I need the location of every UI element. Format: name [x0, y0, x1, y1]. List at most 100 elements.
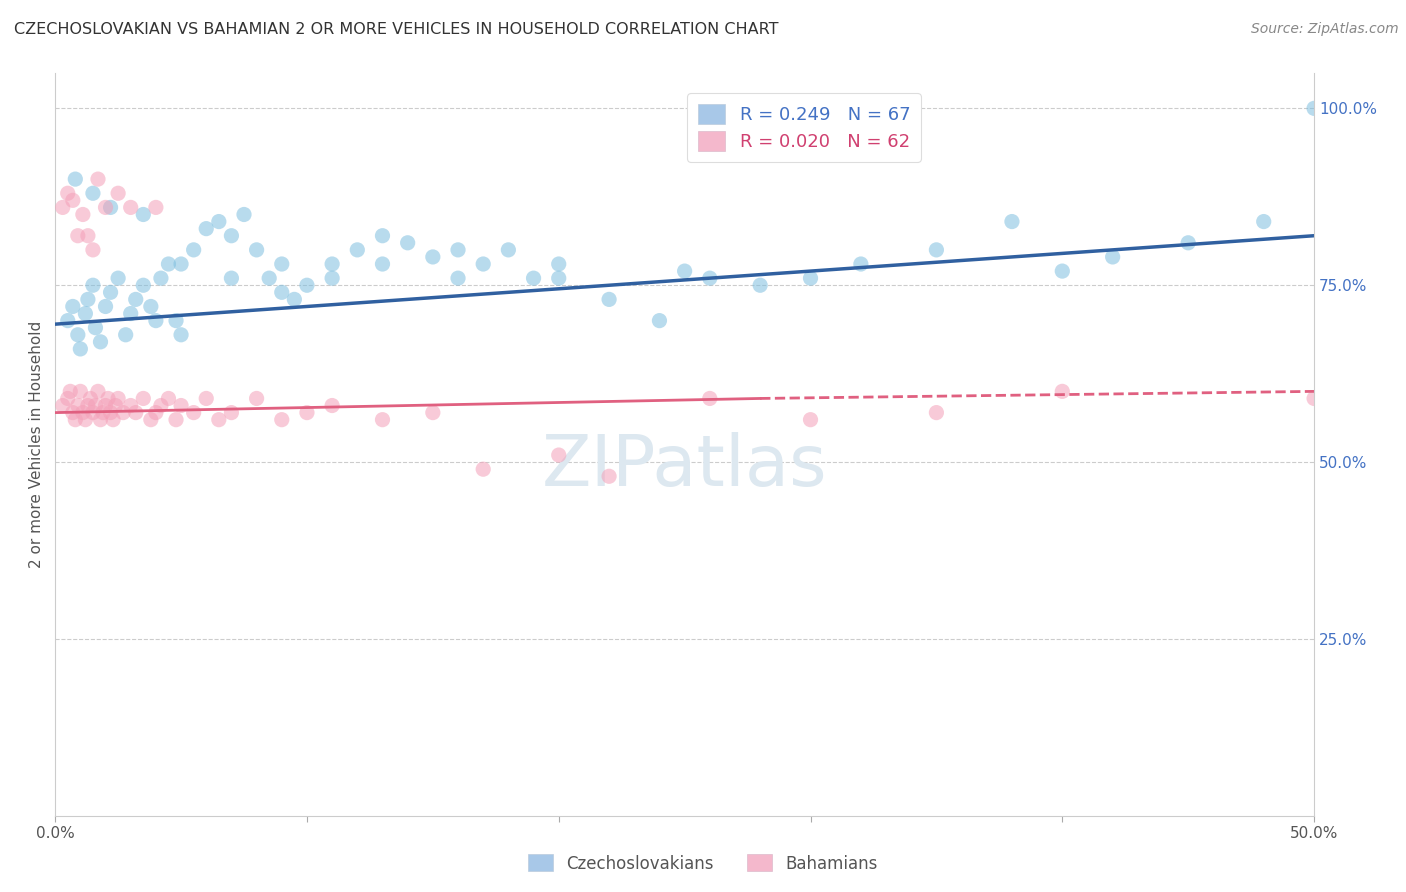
Point	[157, 257, 180, 271]
Point	[120, 201, 142, 215]
Point	[422, 406, 444, 420]
Point	[673, 264, 696, 278]
Point	[65, 172, 87, 186]
Point	[52, 399, 75, 413]
Point	[270, 257, 292, 271]
Point	[1253, 214, 1275, 228]
Point	[321, 271, 343, 285]
Point	[72, 207, 94, 221]
Point	[145, 313, 167, 327]
Point	[246, 392, 269, 406]
Point	[221, 228, 243, 243]
Point	[89, 334, 111, 349]
Point	[648, 313, 671, 327]
Point	[94, 300, 117, 314]
Point	[59, 384, 82, 399]
Point	[149, 399, 172, 413]
Point	[107, 186, 129, 201]
Point	[157, 392, 180, 406]
Point	[77, 399, 100, 413]
Point	[125, 293, 148, 307]
Point	[371, 257, 394, 271]
Point	[77, 293, 100, 307]
Point	[270, 412, 292, 426]
Point	[1177, 235, 1199, 250]
Text: Source: ZipAtlas.com: Source: ZipAtlas.com	[1251, 22, 1399, 37]
Point	[447, 243, 470, 257]
Point	[1052, 264, 1074, 278]
Point	[233, 207, 256, 221]
Point	[87, 384, 110, 399]
Point	[598, 293, 620, 307]
Point	[132, 278, 155, 293]
Point	[183, 243, 205, 257]
Point	[447, 271, 470, 285]
Point	[799, 271, 821, 285]
Point	[270, 285, 292, 300]
Point	[139, 412, 162, 426]
Point	[195, 221, 218, 235]
Point	[598, 469, 620, 483]
Point	[547, 448, 569, 462]
Point	[371, 228, 394, 243]
Point	[91, 406, 114, 420]
Point	[246, 243, 269, 257]
Legend: R = 0.249   N = 67, R = 0.020   N = 62: R = 0.249 N = 67, R = 0.020 N = 62	[688, 93, 921, 161]
Point	[72, 406, 94, 420]
Point	[101, 412, 124, 426]
Point	[62, 194, 84, 208]
Point	[195, 392, 218, 406]
Point	[371, 412, 394, 426]
Text: ZIPatlas: ZIPatlas	[541, 433, 828, 501]
Point	[699, 392, 721, 406]
Point	[52, 201, 75, 215]
Point	[547, 271, 569, 285]
Point	[65, 412, 87, 426]
Point	[97, 392, 120, 406]
Text: CZECHOSLOVAKIAN VS BAHAMIAN 2 OR MORE VEHICLES IN HOUSEHOLD CORRELATION CHART: CZECHOSLOVAKIAN VS BAHAMIAN 2 OR MORE VE…	[14, 22, 779, 37]
Point	[1101, 250, 1123, 264]
Point	[89, 412, 111, 426]
Point	[82, 406, 104, 420]
Point	[112, 406, 135, 420]
Point	[84, 399, 107, 413]
Point	[75, 307, 97, 321]
Point	[799, 412, 821, 426]
Point	[77, 228, 100, 243]
Point	[66, 399, 89, 413]
Point	[62, 406, 84, 420]
Point	[132, 392, 155, 406]
Point	[1001, 214, 1024, 228]
Point	[208, 214, 231, 228]
Point	[125, 406, 148, 420]
Point	[1052, 384, 1074, 399]
Point	[165, 313, 187, 327]
Point	[139, 300, 162, 314]
Point	[94, 399, 117, 413]
Point	[208, 412, 231, 426]
Point	[522, 271, 544, 285]
Point	[100, 201, 122, 215]
Point	[547, 257, 569, 271]
Point	[472, 462, 495, 476]
Point	[84, 320, 107, 334]
Point	[295, 278, 318, 293]
Point	[183, 406, 205, 420]
Point	[82, 243, 104, 257]
Point	[100, 285, 122, 300]
Point	[100, 406, 122, 420]
Point	[82, 278, 104, 293]
Point	[114, 327, 136, 342]
Point	[699, 271, 721, 285]
Point	[87, 172, 110, 186]
Point	[75, 412, 97, 426]
Point	[925, 406, 948, 420]
Point	[56, 313, 79, 327]
Point	[1303, 101, 1326, 115]
Point	[120, 399, 142, 413]
Point	[56, 392, 79, 406]
Point	[149, 271, 172, 285]
Point	[321, 399, 343, 413]
Point	[69, 342, 91, 356]
Point	[295, 406, 318, 420]
